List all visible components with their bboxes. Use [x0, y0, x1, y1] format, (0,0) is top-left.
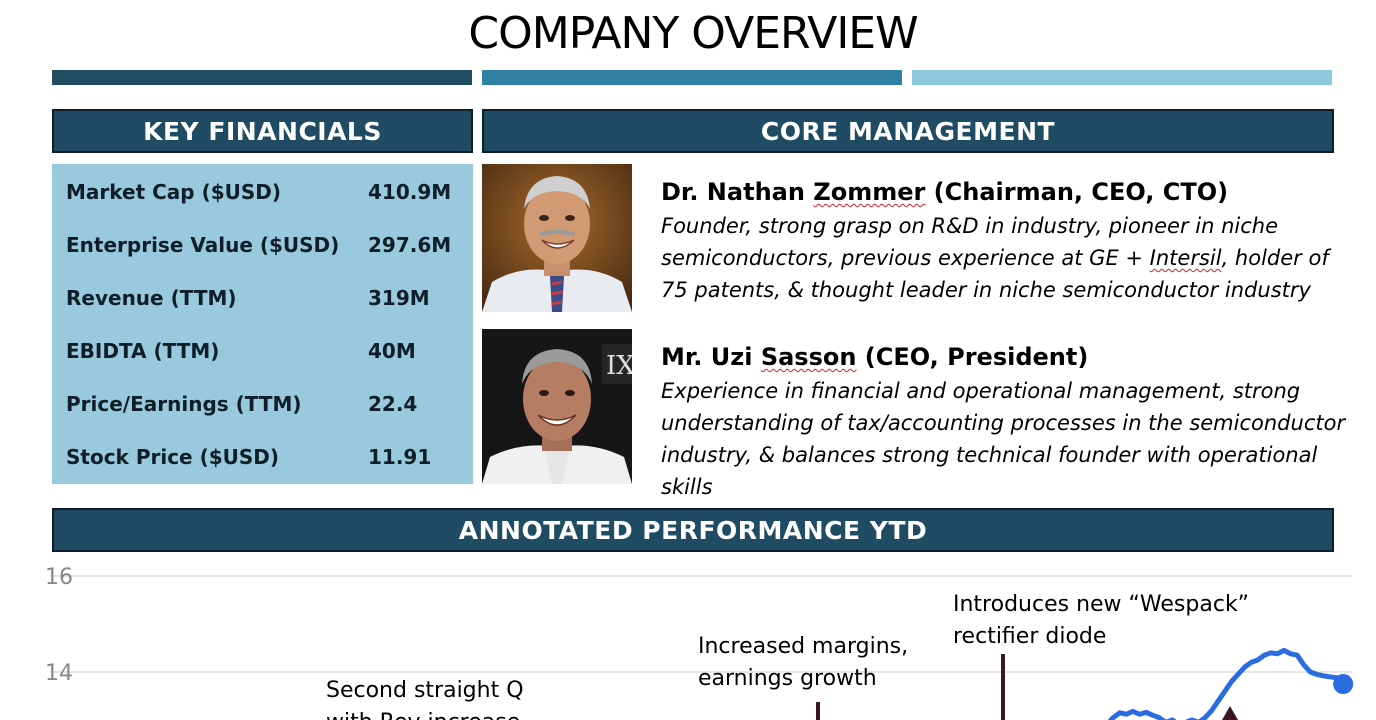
stripe-dark [52, 70, 472, 85]
chart-annotations: Introduces new “Wespack” rectifier diode I… [326, 592, 1249, 720]
manager-name-prefix: Dr. Nathan [661, 178, 814, 206]
event-marker-triangle [1222, 706, 1238, 720]
portrait-photo-zommer [482, 164, 632, 312]
manager-surname: Zommer [813, 178, 926, 206]
financial-value: 297.6M [368, 233, 452, 257]
financial-value: 22.4 [368, 392, 418, 416]
y-tick-label: 14 [45, 661, 73, 686]
financial-label: Market Cap ($USD) [66, 180, 282, 204]
description-line: Experience in financial and operational … [661, 379, 1301, 403]
manager-name-zommer: Dr. Nathan Zommer (Chairman, CEO, CTO) [661, 178, 1228, 206]
description-line: industry, & balances strong technical fo… [661, 443, 1318, 499]
core-management-header-label: CORE MANAGEMENT [760, 116, 1056, 146]
chart-annotation-line: with Rev increase [326, 710, 520, 720]
financial-value: 11.91 [368, 445, 432, 469]
stripe-light [912, 70, 1332, 85]
event-marker [816, 702, 820, 720]
chart-annotation-line: earnings growth [698, 666, 877, 691]
description-line: semiconductors, previous experience at G… [661, 242, 1351, 274]
chart-series [1107, 647, 1354, 720]
manager-description-zommer: Founder, strong grasp on R&D in industry… [661, 210, 1351, 306]
chart-annotation-line: rectifier diode [953, 624, 1106, 649]
manager-surname: Sasson [760, 343, 857, 371]
chart-annotation-line: Introduces new “Wespack” [953, 592, 1249, 617]
key-financials-header: KEY FINANCIALS [52, 109, 473, 153]
description-line: 75 patents, & thought leader in niche se… [661, 278, 1311, 302]
performance-header-label: ANNOTATED PERFORMANCE YTD [458, 515, 928, 545]
key-financials-panel: Market Cap ($USD) 410.9M Enterprise Valu… [52, 164, 473, 484]
core-management-header: CORE MANAGEMENT [482, 109, 1334, 153]
financial-label: EBIDTA (TTM) [66, 339, 220, 363]
description-line-part: semiconductors, previous experience at G… [661, 246, 1150, 270]
event-marker [1001, 654, 1005, 720]
key-financials-header-label: KEY FINANCIALS [143, 116, 382, 146]
chart-event-markers [816, 654, 1238, 720]
chart-grid [50, 575, 1352, 673]
chart-annotation-line: Second straight Q [326, 678, 524, 703]
portrait-zommer-illustration [482, 164, 632, 312]
series-line [1107, 647, 1345, 720]
manager-role: (Chairman, CEO, CTO) [925, 178, 1229, 206]
svg-text:IX: IX [606, 351, 632, 381]
description-line-part: , holder of [1221, 246, 1329, 270]
description-line: understanding of tax/accounting processe… [661, 411, 1346, 435]
chart-annotation-line: Increased margins, [698, 634, 908, 659]
financial-value: 40M [368, 339, 416, 363]
manager-role: (CEO, President) [856, 343, 1089, 371]
financial-label: Price/Earnings (TTM) [66, 392, 302, 416]
portrait-photo-sasson: IX [482, 329, 632, 484]
portrait-sasson-illustration: IX [482, 329, 632, 484]
description-line-part: Intersil [1149, 246, 1222, 270]
manager-description-sasson: Experience in financial and operational … [661, 375, 1351, 503]
description-line: Founder, strong grasp on R&D in industry… [661, 214, 1279, 238]
financial-value: 410.9M [368, 180, 452, 204]
manager-name-sasson: Mr. Uzi Sasson (CEO, President) [661, 343, 1088, 371]
performance-header: ANNOTATED PERFORMANCE YTD [52, 508, 1334, 552]
financial-label: Enterprise Value ($USD) [66, 233, 340, 257]
stripe-medium [482, 70, 902, 85]
financial-value: 319M [368, 286, 430, 310]
manager-name-prefix: Mr. Uzi [661, 343, 761, 371]
financial-label: Stock Price ($USD) [66, 445, 280, 469]
y-tick-label: 16 [45, 565, 73, 590]
series-end-point [1333, 674, 1354, 694]
financial-label: Revenue (TTM) [66, 286, 237, 310]
page-title: COMPANY OVERVIEW [468, 8, 918, 59]
